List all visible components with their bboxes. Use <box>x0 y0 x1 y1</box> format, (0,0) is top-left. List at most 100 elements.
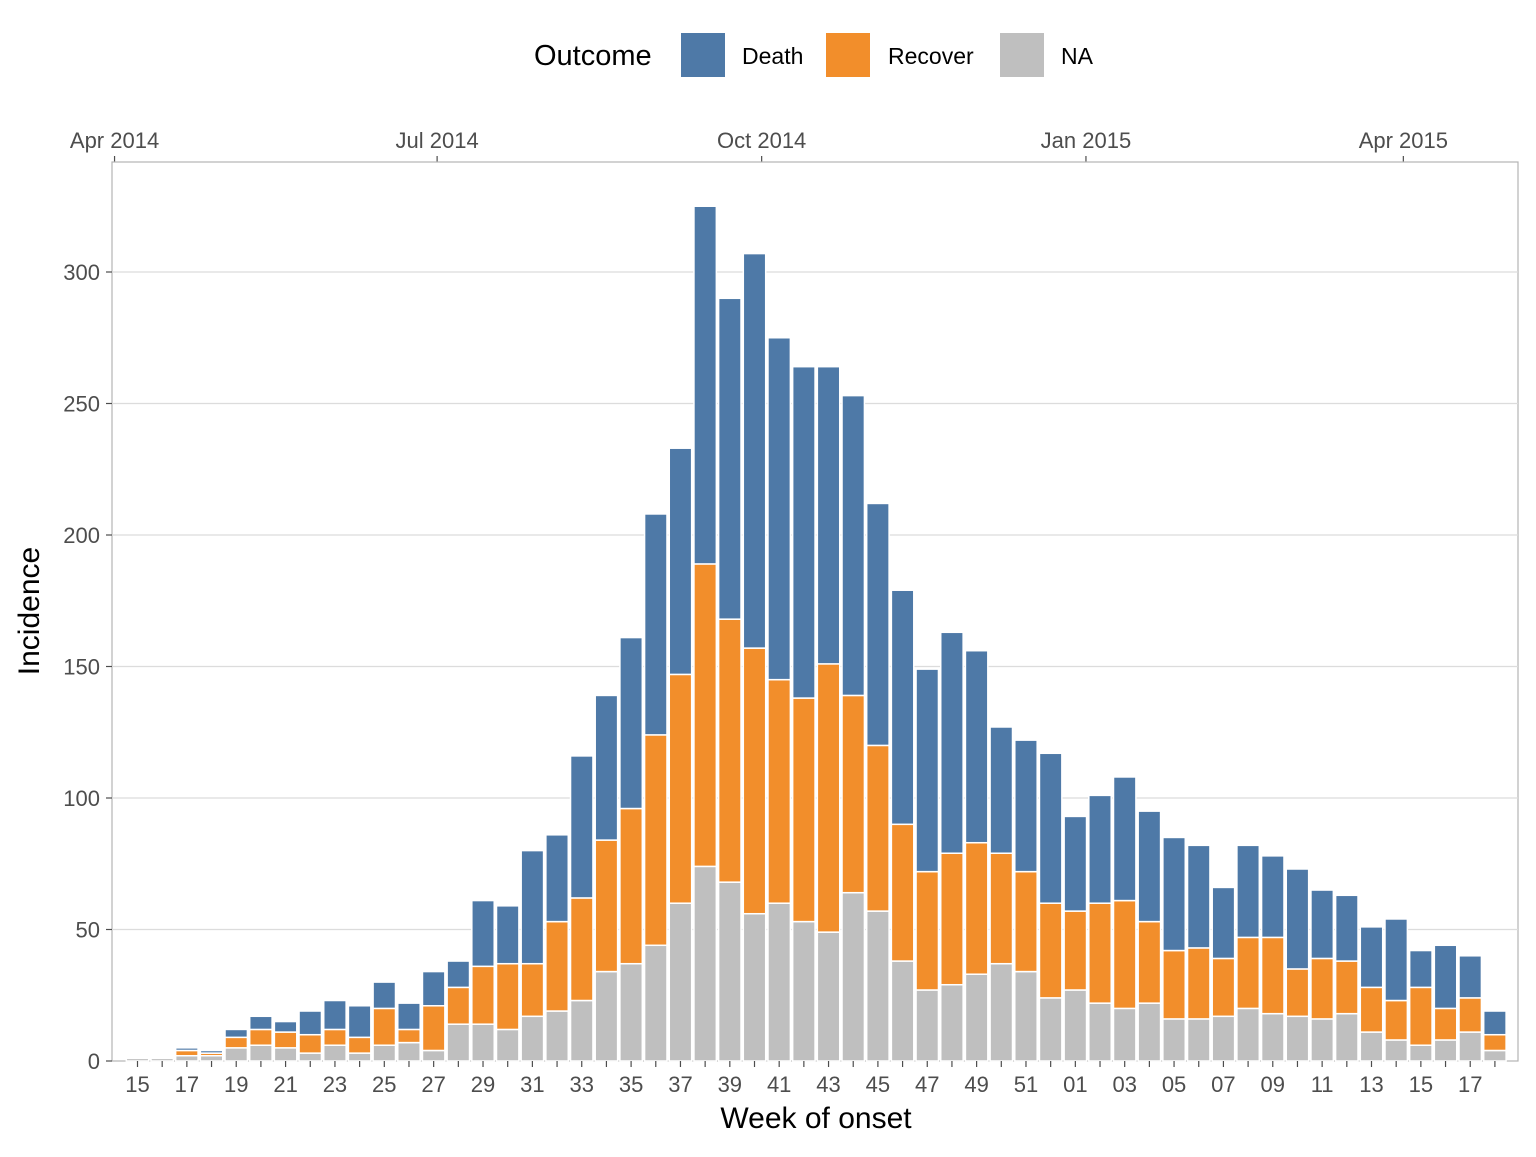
x-tick-label: 15 <box>1409 1072 1433 1097</box>
bar-death-week-18 <box>1482 1010 1507 1036</box>
x-tick-label: 25 <box>372 1072 396 1097</box>
bar-na-week-07 <box>1211 1015 1236 1062</box>
bar-death-week-23 <box>322 999 347 1031</box>
bar-death-week-29 <box>471 899 495 968</box>
bar-death-week-26 <box>397 1002 421 1031</box>
bar-recover-week-09 <box>1260 936 1285 1015</box>
bar-death-week-10 <box>1285 868 1310 970</box>
y-axis-label: Incidence <box>13 547 46 675</box>
bar-na-week-04 <box>1137 1002 1162 1062</box>
legend-label-recover: Recover <box>888 43 974 69</box>
bar-death-week-35 <box>619 636 644 810</box>
x-tick-label: 39 <box>718 1072 742 1097</box>
bar-recover-week-20 <box>248 1028 273 1046</box>
bar-death-week-19 <box>224 1028 249 1039</box>
y-tick-label: 100 <box>63 786 100 811</box>
bar-na-week-13 <box>1359 1031 1384 1062</box>
bar-recover-week-24 <box>347 1036 372 1054</box>
bar-recover-week-06 <box>1186 947 1211 1020</box>
bar-na-week-36 <box>643 944 668 1062</box>
bar-na-week-35 <box>619 962 644 1062</box>
bar-na-week-18 <box>1482 1049 1507 1062</box>
top-axis-label: Apr 2015 <box>1359 128 1448 153</box>
bar-na-week-39 <box>717 881 742 1062</box>
bar-recover-week-02 <box>1088 902 1112 1004</box>
legend-label-death: Death <box>742 43 803 69</box>
bar-death-week-14 <box>1384 918 1409 1002</box>
bar-na-week-32 <box>545 1010 570 1062</box>
x-tick-label: 45 <box>866 1072 890 1097</box>
bar-recover-week-25 <box>372 1007 397 1046</box>
bar-recover-week-30 <box>495 962 520 1031</box>
bar-na-week-15 <box>1408 1044 1433 1062</box>
bar-death-week-37 <box>668 447 693 676</box>
bar-death-week-12 <box>1334 894 1359 962</box>
bar-na-week-29 <box>471 1023 495 1062</box>
bar-na-week-12 <box>1334 1012 1359 1062</box>
bar-na-week-15 <box>125 1057 150 1062</box>
top-axis-label: Apr 2014 <box>70 128 159 153</box>
x-tick-label: 27 <box>421 1072 445 1097</box>
bar-death-week-09 <box>1260 855 1285 939</box>
x-tick-label: 29 <box>471 1072 495 1097</box>
y-tick-label: 0 <box>88 1049 100 1074</box>
x-tick-label: 21 <box>273 1072 297 1097</box>
bar-death-week-03 <box>1112 776 1137 902</box>
x-tick-label: 23 <box>323 1072 347 1097</box>
x-tick-label: 13 <box>1359 1072 1383 1097</box>
bar-recover-week-38 <box>693 563 718 868</box>
bar-death-week-34 <box>594 694 619 841</box>
x-tick-label: 51 <box>1014 1072 1038 1097</box>
y-tick-label: 50 <box>76 918 100 943</box>
bar-death-week-05 <box>1162 836 1187 952</box>
bar-na-week-40 <box>742 912 767 1062</box>
bar-recover-week-22 <box>298 1033 323 1054</box>
x-tick-label: 07 <box>1211 1072 1235 1097</box>
y-axis: 0 50 100 150 200 250 300 <box>63 260 112 1074</box>
bar-recover-week-28 <box>446 986 471 1025</box>
bar-death-week-04 <box>1137 810 1162 923</box>
bar-death-week-30 <box>495 905 520 965</box>
top-axis-label: Jul 2014 <box>396 128 479 153</box>
bar-death-week-27 <box>421 970 446 1007</box>
bar-death-week-36 <box>643 513 668 736</box>
bar-recover-week-05 <box>1162 949 1187 1020</box>
bar-recover-week-26 <box>397 1028 421 1044</box>
legend-key-death <box>681 33 725 77</box>
bar-death-week-51 <box>1014 739 1038 873</box>
bar-recover-week-19 <box>224 1036 249 1049</box>
bar-recover-week-35 <box>619 807 644 965</box>
bar-recover-week-21 <box>273 1031 298 1049</box>
bar-death-week-02 <box>1088 794 1112 904</box>
bar-recover-week-51 <box>1014 870 1038 973</box>
bar-recover-week-08 <box>1236 936 1261 1010</box>
bar-death-week-41 <box>767 337 792 681</box>
bar-death-week-17 <box>174 1047 199 1052</box>
bar-recover-week-16 <box>1433 1007 1458 1041</box>
x-tick-label: 41 <box>767 1072 791 1097</box>
bar-na-week-41 <box>767 902 792 1062</box>
y-tick-label: 250 <box>63 392 100 417</box>
bar-na-week-26 <box>397 1041 421 1062</box>
bar-recover-week-48 <box>939 852 964 986</box>
x-tick-label: 17 <box>175 1072 199 1097</box>
bar-death-week-01 <box>1063 815 1088 912</box>
bar-death-week-17 <box>1458 955 1483 999</box>
bar-death-week-52 <box>1038 752 1063 904</box>
y-tick-label: 300 <box>63 260 100 285</box>
bar-na-week-24 <box>347 1052 372 1062</box>
bar-recover-week-49 <box>964 841 989 975</box>
bar-death-week-43 <box>816 365 841 665</box>
bar-na-week-30 <box>495 1028 520 1062</box>
bar-recover-week-17 <box>174 1049 199 1057</box>
bar-na-week-31 <box>520 1015 545 1062</box>
bar-na-week-46 <box>890 960 915 1062</box>
x-tick-label: 33 <box>569 1072 593 1097</box>
x-tick-label: 47 <box>915 1072 939 1097</box>
top-axis-label: Oct 2014 <box>717 128 806 153</box>
bar-recover-week-52 <box>1038 902 1063 999</box>
bar-na-week-17 <box>1458 1031 1483 1062</box>
bar-death-week-40 <box>742 252 767 649</box>
